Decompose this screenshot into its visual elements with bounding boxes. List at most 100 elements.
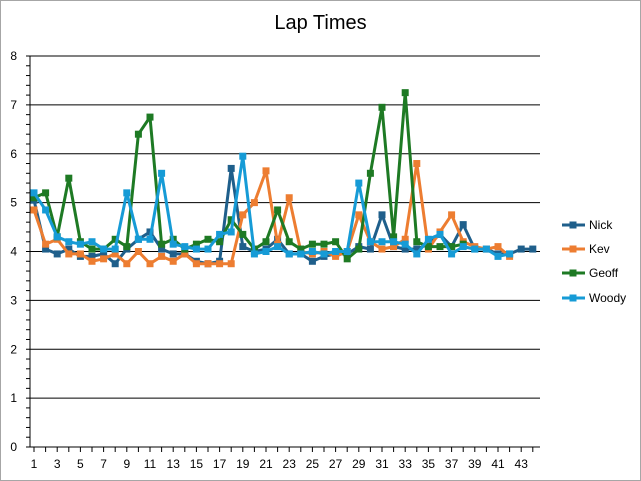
data-point-geoff (274, 206, 282, 214)
data-point-geoff (413, 238, 421, 246)
data-point-woody (76, 240, 84, 248)
data-point-kev (100, 255, 108, 263)
data-point-woody (216, 230, 224, 238)
data-point-kev (192, 260, 200, 268)
data-point-nick (413, 245, 421, 253)
data-point-woody (506, 250, 514, 258)
y-tick-label: 7 (10, 98, 17, 112)
data-point-kev (448, 211, 456, 219)
data-point-woody (390, 238, 398, 246)
data-point-geoff (88, 245, 96, 253)
data-point-woody (169, 240, 177, 248)
data-point-woody (448, 250, 456, 258)
legend: Nick Kev Geoff Woody (562, 218, 626, 305)
data-point-kev (216, 260, 224, 268)
data-point-nick (100, 250, 108, 258)
data-point-nick (169, 250, 177, 258)
x-tick-label: 39 (468, 457, 482, 471)
data-point-kev (134, 248, 142, 255)
x-tick-label: 9 (123, 457, 130, 471)
data-point-kev (30, 206, 38, 214)
data-point-kev (76, 250, 84, 258)
data-point-geoff (204, 235, 212, 243)
data-point-kev (378, 245, 386, 253)
data-point-woody (123, 189, 131, 197)
legend-marker-kev (569, 245, 577, 253)
data-point-nick (88, 252, 96, 260)
data-point-woody (459, 243, 467, 251)
data-point-geoff (285, 238, 293, 246)
data-point-nick (366, 245, 374, 253)
data-point-woody (297, 250, 305, 258)
chart-title: Lap Times (274, 12, 367, 34)
legend-label-woody: Woody (589, 291, 626, 305)
x-tick-label: 23 (283, 457, 297, 471)
data-point-woody (332, 248, 340, 255)
data-point-kev (239, 211, 247, 219)
data-point-kev (42, 240, 50, 248)
data-point-geoff (65, 174, 73, 182)
data-point-nick (111, 260, 119, 268)
data-point-geoff (192, 240, 200, 248)
data-point-kev (285, 194, 293, 202)
legend-label-geoff: Geoff (589, 266, 619, 280)
data-point-woody (413, 250, 421, 258)
legend-label-kev: Kev (589, 242, 610, 256)
data-point-woody (227, 228, 235, 236)
data-point-kev (413, 160, 421, 168)
data-point-woody (320, 250, 328, 258)
x-tick-label: 31 (375, 457, 389, 471)
data-point-geoff (42, 189, 50, 197)
data-point-woody (53, 233, 61, 241)
data-point-nick (401, 245, 409, 253)
data-point-geoff (308, 240, 316, 248)
x-tick-label: 29 (352, 457, 366, 471)
data-point-woody (146, 235, 154, 243)
data-point-geoff (146, 113, 154, 121)
x-tick-label: 15 (190, 457, 204, 471)
data-point-woody (250, 250, 258, 258)
x-tick-label: 7 (100, 457, 107, 471)
data-point-nick (308, 257, 316, 265)
data-point-kev (158, 252, 166, 260)
data-point-woody (65, 238, 73, 246)
x-tick-label: 17 (213, 457, 227, 471)
x-tick-label: 25 (306, 457, 320, 471)
x-tick-label: 27 (329, 457, 343, 471)
x-tick-label: 13 (167, 457, 181, 471)
data-point-woody (436, 230, 444, 238)
data-point-kev (204, 260, 212, 268)
y-tick-label: 1 (10, 391, 17, 405)
data-point-woody (181, 243, 189, 251)
data-point-kev (390, 243, 398, 251)
data-point-woody (471, 245, 479, 253)
data-point-geoff (216, 238, 224, 246)
y-tick-label: 5 (10, 196, 17, 210)
data-point-geoff (30, 194, 38, 202)
data-point-geoff (343, 255, 351, 263)
data-point-woody (494, 252, 502, 260)
data-point-nick (529, 245, 537, 253)
data-point-kev (169, 257, 177, 265)
series-line-geoff (33, 91, 464, 261)
y-tick-label: 4 (10, 245, 17, 259)
data-point-woody (134, 235, 142, 243)
data-point-kev (227, 260, 235, 268)
x-tick-label: 5 (77, 457, 84, 471)
data-point-geoff (390, 233, 398, 241)
data-point-kev (494, 243, 502, 251)
data-point-woody (100, 245, 108, 253)
data-point-woody (482, 245, 490, 253)
legend-label-nick: Nick (589, 218, 613, 232)
data-point-woody (30, 189, 38, 197)
data-point-geoff (378, 103, 386, 111)
data-point-woody (262, 248, 270, 255)
data-point-nick (158, 245, 166, 253)
data-point-geoff (448, 243, 456, 251)
data-point-geoff (436, 243, 444, 251)
data-point-geoff (401, 89, 409, 97)
data-point-woody (158, 169, 166, 177)
data-point-kev (88, 257, 96, 265)
data-point-nick (227, 164, 235, 172)
data-point-geoff (297, 245, 305, 253)
